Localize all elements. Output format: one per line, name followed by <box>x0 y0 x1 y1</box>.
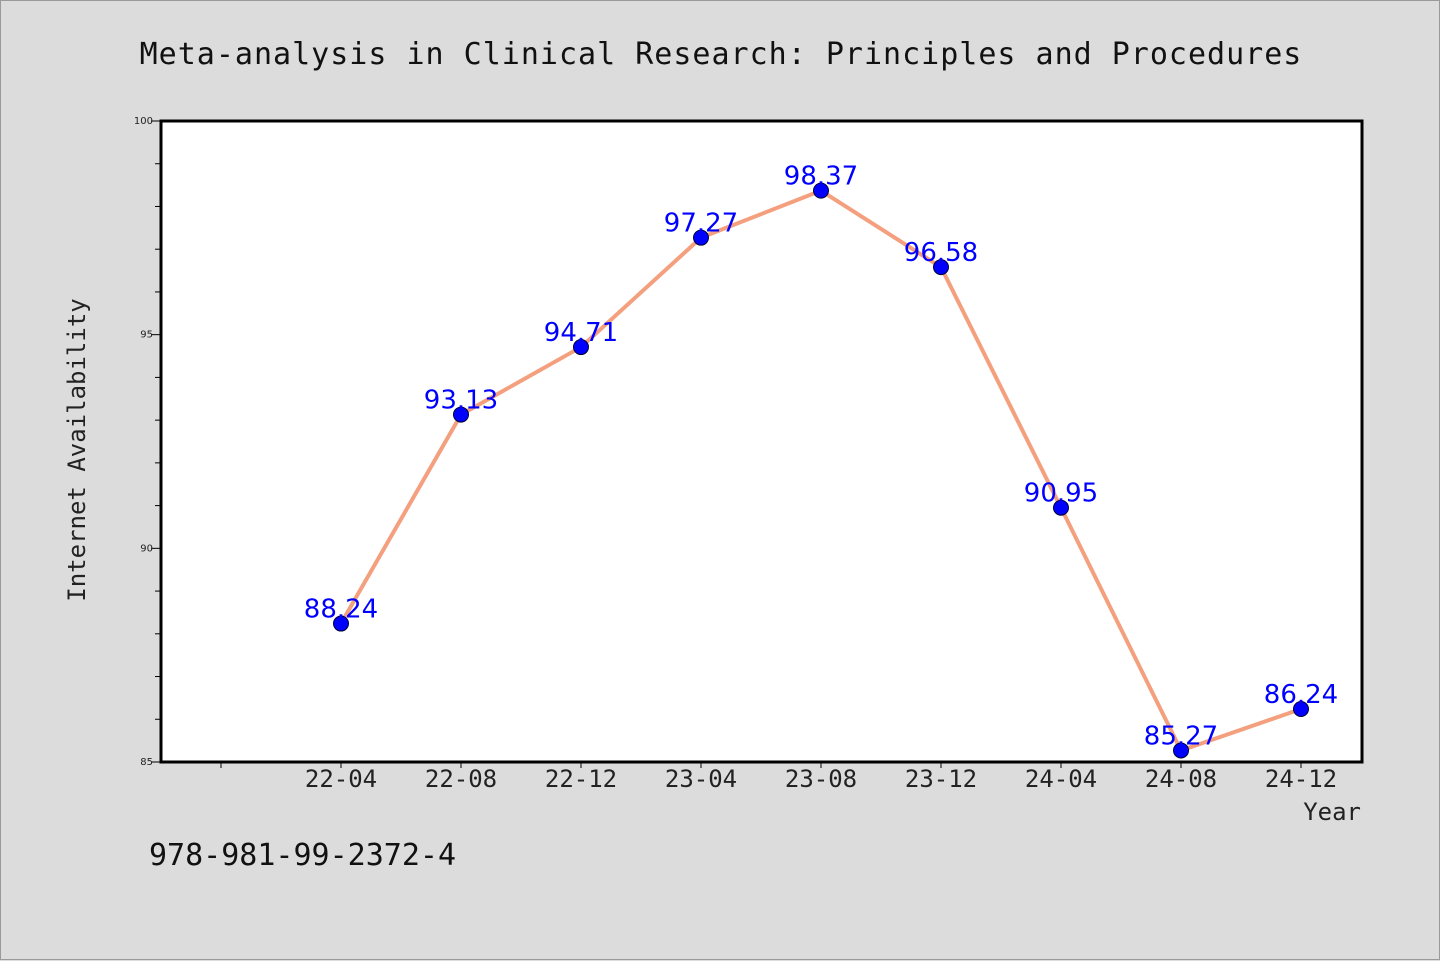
x-axis-ticks: 22-04 22-08 22-12 23-04 23-08 23-12 24-04 24-08… <box>220 762 1337 793</box>
plot-area <box>159 119 1364 764</box>
data-labels: 88.24 93.13 94.71 97.27 98.37 96.58 90.95 85.27… <box>304 162 1338 752</box>
data-point-marker <box>1293 701 1309 718</box>
y-axis-label: Internet Availability <box>63 298 91 601</box>
x-tick-label: 22-04 <box>305 765 377 793</box>
x-tick-label: 24-12 <box>1265 765 1337 793</box>
x-tick-label: 24-04 <box>1025 765 1097 793</box>
x-tick-label: 23-12 <box>905 765 977 793</box>
data-label: 86.24 <box>1264 680 1338 710</box>
data-point-marker <box>1053 499 1069 516</box>
data-point-marker <box>933 259 949 276</box>
x-tick-label: 23-08 <box>785 765 857 793</box>
data-label: 97.27 <box>664 209 738 239</box>
y-tick-label: 95 <box>140 330 153 341</box>
data-label: 96.58 <box>904 238 978 268</box>
data-point-marker <box>333 615 349 632</box>
data-label: 90.95 <box>1024 479 1098 509</box>
data-point-marker <box>573 339 589 356</box>
y-axis-ticks: 85 90 95 100 <box>134 116 161 768</box>
data-point-marker <box>453 406 469 423</box>
x-tick-label: 22-12 <box>545 765 617 793</box>
y-tick-label: 100 <box>134 116 153 127</box>
chart-title: Meta-analysis in Clinical Research: Prin… <box>140 37 1303 72</box>
data-label: 98.37 <box>784 162 858 192</box>
x-tick-label: 23-04 <box>665 765 737 793</box>
data-label: 88.24 <box>304 595 378 625</box>
data-label: 94.71 <box>544 318 618 348</box>
data-label: 93.13 <box>424 386 498 416</box>
y-tick-label: 85 <box>140 757 153 768</box>
x-tick-label: 22-08 <box>425 765 497 793</box>
data-label: 85.27 <box>1144 721 1218 751</box>
data-point-marker <box>813 182 829 199</box>
y-tick-label: 90 <box>140 543 153 554</box>
footnote-isbn: 978-981-99-2372-4 <box>149 838 456 873</box>
x-axis-label: Year <box>1303 798 1361 826</box>
x-tick-label: 24-08 <box>1145 765 1217 793</box>
data-point-marker <box>693 229 709 246</box>
series-markers <box>333 182 1309 759</box>
data-point-marker <box>1173 742 1189 759</box>
